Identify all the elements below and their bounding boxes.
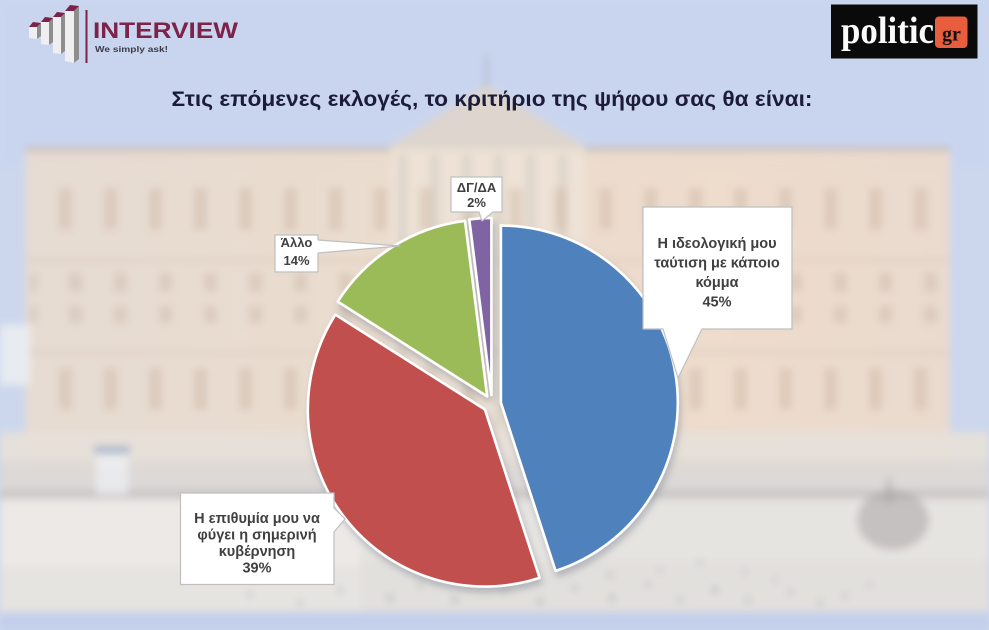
svg-text:2%: 2% (467, 195, 486, 210)
svg-text:gr: gr (942, 24, 961, 46)
svg-text:ΔΓ/ΔΑ: ΔΓ/ΔΑ (457, 180, 497, 195)
svg-text:45%: 45% (702, 295, 731, 311)
svg-text:Άλλο: Άλλο (281, 235, 313, 250)
svg-text:κόμμα: κόμμα (695, 275, 738, 291)
svg-text:INTERVIEW: INTERVIEW (93, 18, 238, 43)
svg-text:Η ιδεολογική μου: Η ιδεολογική μου (657, 236, 776, 252)
svg-text:φύγει η σημερινή: φύγει η σημερινή (197, 528, 316, 544)
svg-text:We simply ask!: We simply ask! (95, 44, 168, 54)
svg-text:κυβέρνηση: κυβέρνηση (219, 544, 296, 560)
svg-text:politic: politic (841, 10, 934, 52)
svg-text:39%: 39% (242, 561, 271, 577)
svg-text:ταύτιση με κάποιο: ταύτιση με κάποιο (654, 256, 780, 272)
svg-text:14%: 14% (283, 253, 309, 268)
svg-text:Η επιθυμία μου να: Η επιθυμία μου να (194, 511, 320, 527)
svg-text:Στις επόμενες εκλογές, το κριτ: Στις επόμενες εκλογές, το κριτήριο της ψ… (172, 87, 813, 111)
